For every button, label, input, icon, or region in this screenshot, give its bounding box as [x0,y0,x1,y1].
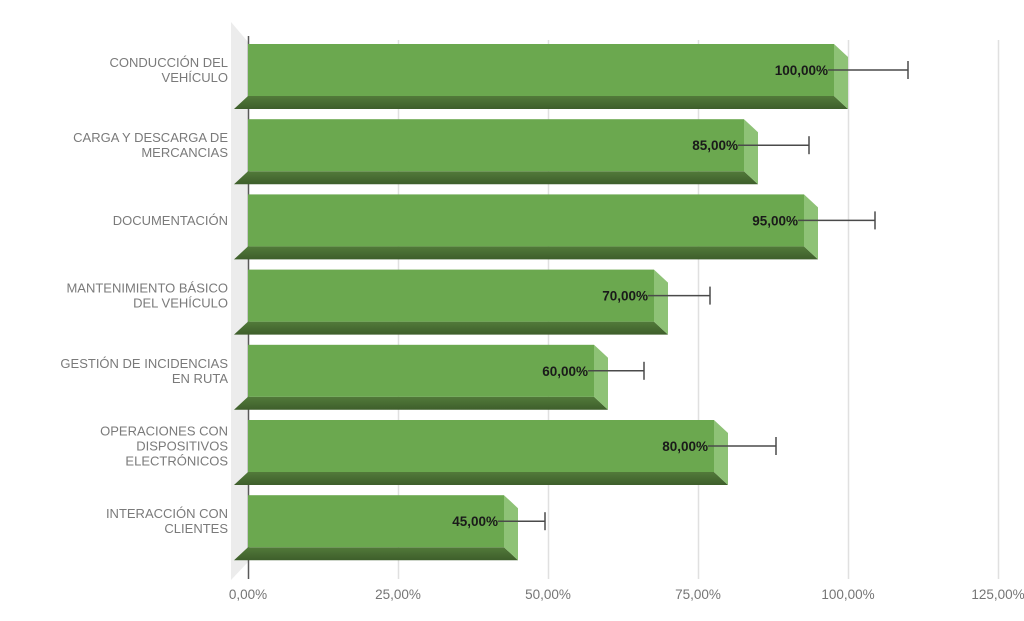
bar-bottom-face [234,246,818,260]
bar-side-face [654,269,668,335]
bar-bottom-face [234,321,668,335]
bar[interactable] [248,269,654,322]
category-label-line: DEL VEHÍCULO [133,296,228,311]
category-label-line: MERCANCIAS [141,145,228,160]
bar-row: 60,00% GESTIÓN DE INCIDENCIAS EN RUTA [60,344,645,410]
category-label-line: INTERACCIÓN CON [106,506,228,521]
x-tick-label: 25,00% [375,587,421,602]
value-label: 70,00% [602,289,648,304]
category-label-line: CONDUCCIÓN DEL [110,55,228,70]
bar-side-face [744,119,758,185]
value-label: 45,00% [452,514,498,529]
category-label-line: VEHÍCULO [162,70,228,85]
category-label-line: ELECTRÓNICOS [125,454,228,469]
axis-wall-3d [231,22,248,580]
category-label: MANTENIMIENTO BÁSICO DEL VEHÍCULO [66,281,228,311]
bar-row: 80,00% OPERACIONES CON DISPOSITIVOS ELECTRÓ… [100,420,777,485]
value-label: 60,00% [542,364,588,379]
bar[interactable] [248,119,744,172]
category-label-line: DOCUMENTACIÓN [113,213,228,228]
category-label-line: CLIENTES [164,521,228,536]
bar-bottom-face [234,171,758,185]
bar[interactable] [248,420,714,472]
bar-row: 85,00% CARGA Y DESCARGA DE MERCANCIAS [73,119,810,185]
x-tick-label: 75,00% [675,587,721,602]
category-label: INTERACCIÓN CON CLIENTES [106,506,228,536]
bar[interactable] [248,194,804,247]
x-tick-label: 0,00% [229,587,267,602]
category-label-line: DISPOSITIVOS [136,439,228,454]
bar-side-face [504,495,518,561]
value-label: 85,00% [692,138,738,153]
x-tick-label: 50,00% [525,587,571,602]
bar[interactable] [248,495,504,548]
category-label: OPERACIONES CON DISPOSITIVOS ELECTRÓNICOS [100,424,228,469]
category-label-line: CARGA Y DESCARGA DE [73,130,228,145]
category-label-line: MANTENIMIENTO BÁSICO [66,281,228,296]
bar-row: 70,00% MANTENIMIENTO BÁSICO DEL VEHÍCULO [66,269,711,335]
category-label-line: OPERACIONES CON [100,424,228,439]
x-tick-label: 125,00% [971,587,1024,602]
category-label: CONDUCCIÓN DEL VEHÍCULO [110,55,228,85]
bar[interactable] [248,44,834,96]
bar-bottom-face [234,547,518,561]
bar-side-face [804,194,818,260]
value-label: 100,00% [775,63,828,78]
category-label: CARGA Y DESCARGA DE MERCANCIAS [73,130,228,160]
value-label: 80,00% [662,439,708,454]
value-label: 95,00% [752,213,798,228]
bar-row: 95,00% DOCUMENTACIÓN [113,194,876,260]
bar-row: 45,00% INTERACCIÓN CON CLIENTES [106,495,546,561]
bar-side-face [714,420,728,485]
bar[interactable] [248,344,594,397]
category-label: DOCUMENTACIÓN [113,213,228,228]
category-label: GESTIÓN DE INCIDENCIAS EN RUTA [60,356,228,386]
category-label-line: EN RUTA [172,371,228,386]
bar-bottom-face [234,472,728,485]
x-tick-label: 100,00% [821,587,874,602]
bar-side-face [834,44,848,109]
bar-bottom-face [234,96,848,109]
bar-side-face [594,344,608,410]
category-label-line: GESTIÓN DE INCIDENCIAS [60,356,228,371]
bar-row: 100,00% CONDUCCIÓN DEL VEHÍCULO [110,44,909,109]
bar-bottom-face [234,396,608,410]
